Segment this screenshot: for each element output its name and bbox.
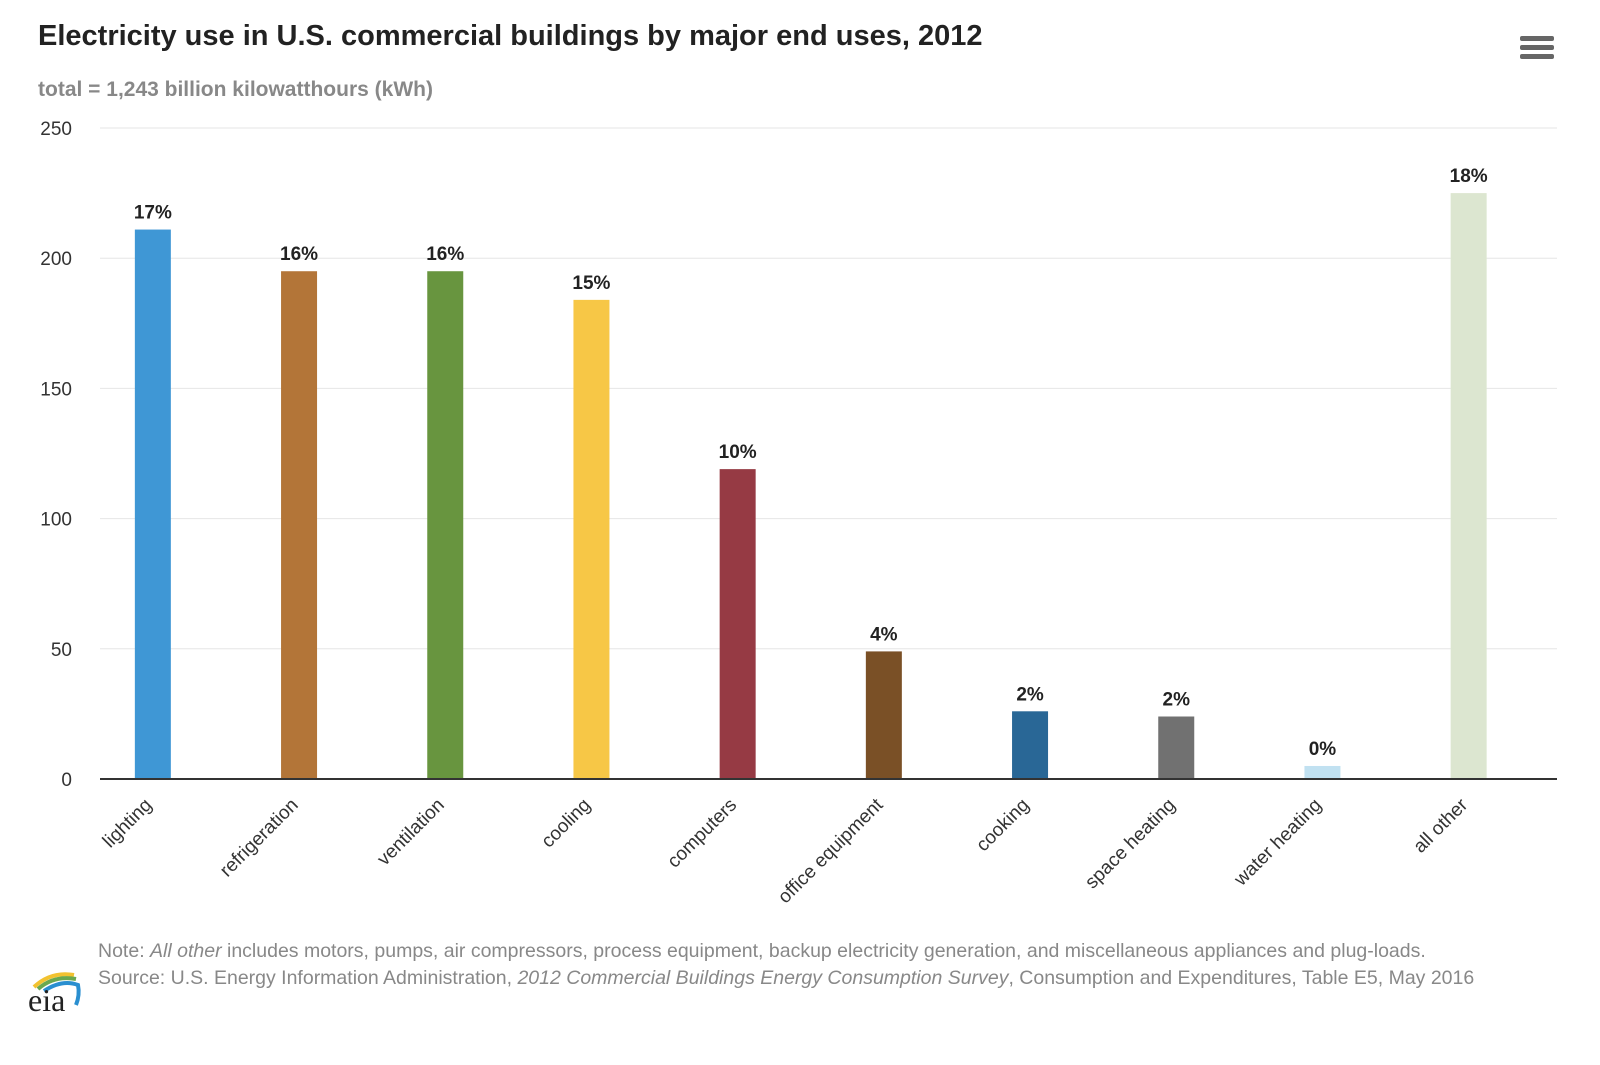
bar-chart: 0 50 100 150 200 250 17% lighting 16% refrigerati… xyxy=(40,119,1557,908)
data-label: 18% xyxy=(1450,166,1488,187)
data-label: 10% xyxy=(719,442,757,463)
y-tick-label: 100 xyxy=(40,510,72,531)
bar-refrigeration xyxy=(281,271,318,779)
note-prefix: Note: xyxy=(98,940,151,962)
y-tick-label: 200 xyxy=(40,249,72,270)
chart-title: Electricity use in U.S. commercial build… xyxy=(38,20,983,52)
data-label: 2% xyxy=(1163,690,1191,711)
x-tick-label: computers xyxy=(664,795,742,873)
x-tick-label: water heating xyxy=(1230,795,1326,891)
data-label: 16% xyxy=(280,244,318,265)
source-text: Source: U.S. Energy Information Administ… xyxy=(98,965,1548,992)
note-italic: All other xyxy=(150,940,222,962)
bar-ventilation xyxy=(427,271,464,779)
data-label: 0% xyxy=(1309,739,1337,760)
x-tick-label: cooking xyxy=(972,795,1033,856)
source-prefix: Source: U.S. Energy Information Administ… xyxy=(98,967,518,989)
bar-cooking xyxy=(1012,711,1049,779)
x-tick-label: cooling xyxy=(538,795,595,852)
note-rest: includes motors, pumps, air compressors,… xyxy=(221,940,1426,962)
x-tick-label: office equipment xyxy=(774,794,888,908)
x-tick-label: lighting xyxy=(99,795,156,852)
data-label: 2% xyxy=(1016,684,1044,705)
eia-logo[interactable]: eia xyxy=(26,965,86,1015)
data-label: 17% xyxy=(134,203,172,224)
note-text: Note: All other includes motors, pumps, … xyxy=(98,938,1548,965)
y-tick-label: 150 xyxy=(40,379,72,400)
bar-computers xyxy=(719,469,756,779)
y-tick-label: 50 xyxy=(51,640,72,661)
bar-all-other xyxy=(1450,193,1487,780)
bar-office-equipment xyxy=(865,651,902,779)
chart-subtitle: total = 1,243 billion kilowatthours (kWh… xyxy=(38,78,433,101)
source-rest: , Consumption and Expenditures, Table E5… xyxy=(1008,967,1475,989)
x-tick-label: refrigeration xyxy=(216,795,303,882)
x-tick-label: ventilation xyxy=(373,795,448,870)
hamburger-menu-icon[interactable] xyxy=(1520,36,1554,62)
bar-water-heating xyxy=(1304,765,1341,779)
svg-text:eia: eia xyxy=(28,982,65,1015)
bar-space-heating xyxy=(1158,716,1195,779)
chart-footer: Note: All other includes motors, pumps, … xyxy=(98,938,1548,992)
x-tick-label: space heating xyxy=(1081,795,1180,894)
y-tick-label: 0 xyxy=(61,770,72,791)
data-label: 16% xyxy=(426,244,464,265)
data-label: 15% xyxy=(572,273,610,294)
source-italic: 2012 Commercial Buildings Energy Consump… xyxy=(517,967,1009,989)
x-tick-label: all other xyxy=(1410,794,1473,857)
data-label: 4% xyxy=(870,624,898,645)
bar-lighting xyxy=(134,229,171,779)
y-tick-label: 250 xyxy=(40,119,72,140)
bar-cooling xyxy=(573,299,610,779)
